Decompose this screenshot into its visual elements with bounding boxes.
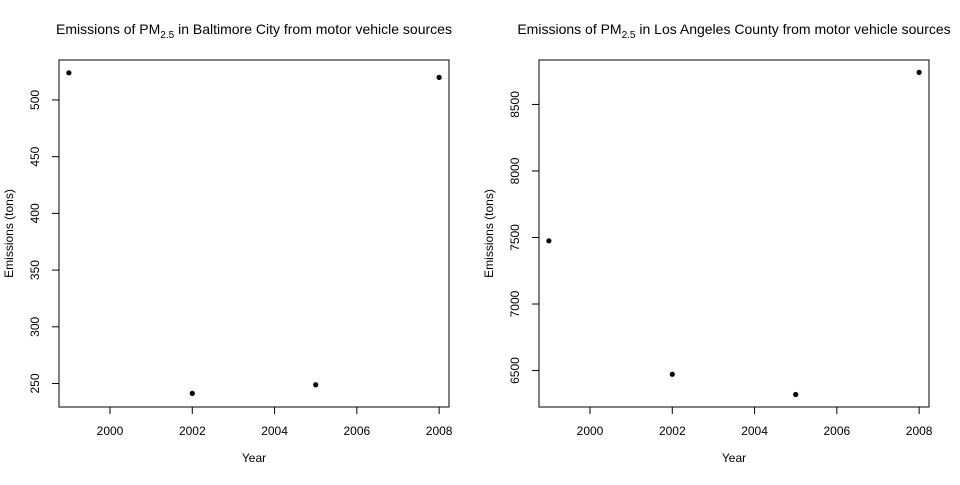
x-tick-label: 2000 [97,424,124,438]
y-tick-label: 400 [28,203,42,223]
chart-title: Emissions of PM2.5 in Los Angeles County… [517,21,950,41]
x-tick-label: 2004 [741,424,768,438]
data-point [793,391,799,398]
data-point [189,390,195,396]
x-tick-label: 2000 [577,424,604,438]
chart-title-subscript: 2.5 [160,30,174,41]
y-axis-label: Emissions (tons) [2,189,16,278]
y-tick-label: 7500 [508,224,522,251]
chart-title-suffix: in Baltimore City from motor vehicle sou… [174,21,452,37]
data-point [916,69,922,75]
chart-title-suffix: in Los Angeles County from motor vehicle… [636,21,951,37]
chart-title: Emissions of PM2.5 in Baltimore City fro… [56,21,452,41]
data-point [313,382,319,388]
plot-frame [538,59,930,408]
x-axis-label: Year [722,451,746,465]
x-tick-label: 2006 [823,424,850,438]
y-tick-label: 8000 [508,157,522,184]
x-tick-label: 2008 [906,424,933,438]
y-tick-label: 350 [28,260,42,280]
x-tick-label: 2006 [343,424,370,438]
chart-panel-1: Emissions of PM2.5 in Baltimore City fro… [2,21,453,465]
y-tick-label: 6500 [508,357,522,384]
y-tick-label: 300 [28,316,42,336]
chart-title-subscript: 2.5 [622,30,636,41]
y-tick-label: 250 [28,373,42,393]
y-tick-label: 500 [28,90,42,110]
x-tick-label: 2002 [179,424,206,438]
data-point [436,74,442,80]
data-point [546,238,552,244]
x-tick-label: 2002 [659,424,686,438]
plot-frame [58,59,450,408]
chart-panel-2: Emissions of PM2.5 in Los Angeles County… [482,21,951,465]
x-axis-label: Year [242,451,266,465]
chart-title-prefix: Emissions of PM [56,21,160,37]
chart-title-prefix: Emissions of PM [517,21,621,37]
data-point [66,70,72,76]
x-tick-label: 2008 [426,424,453,438]
y-tick-label: 7000 [508,290,522,317]
y-tick-label: 8500 [508,91,522,118]
y-tick-label: 450 [28,146,42,166]
x-tick-label: 2004 [261,424,288,438]
data-point [669,371,675,377]
y-axis-label: Emissions (tons) [482,189,496,278]
